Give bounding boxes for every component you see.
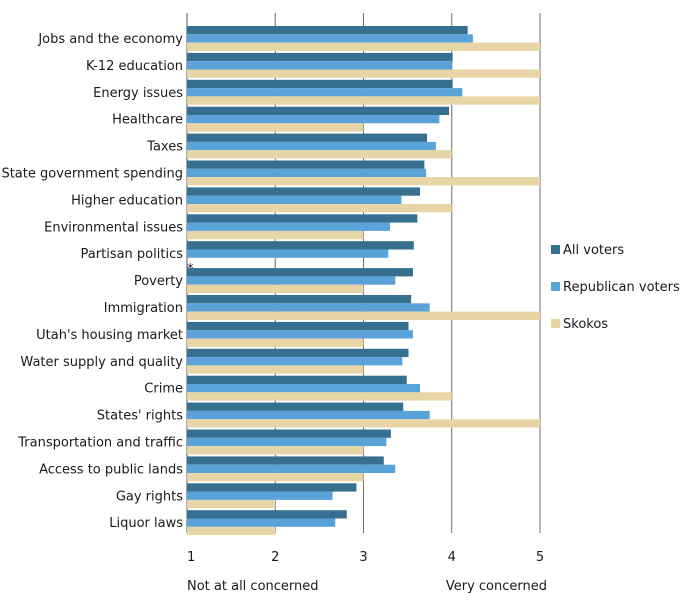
x-tick-label: 3: [359, 550, 367, 565]
bar: [187, 42, 540, 51]
category-label: Crime: [144, 382, 183, 397]
bar: [187, 510, 347, 519]
category-labels: Jobs and the economy K-12 education Energy…: [1, 32, 183, 531]
category-label: State government spending: [1, 166, 183, 181]
bar: [187, 526, 276, 536]
bar: [187, 187, 420, 196]
legend-swatch: [551, 282, 560, 291]
bar: [187, 160, 425, 169]
category-label: Gay rights: [116, 489, 183, 504]
bar: [187, 410, 430, 420]
legend-label: Skokos: [563, 317, 608, 332]
bar: [187, 150, 452, 159]
legend: All voters Republican voters Skokos: [551, 243, 680, 332]
category-label: Partisan politics: [81, 247, 184, 262]
bar: [187, 473, 364, 482]
bar: [187, 61, 452, 70]
bar: [187, 195, 402, 204]
bars: *: [187, 26, 540, 536]
bar: [187, 123, 364, 132]
bar: [187, 249, 389, 258]
bar: [187, 311, 540, 320]
bar: [187, 79, 453, 89]
bar: [187, 483, 357, 492]
category-label: Utah's housing market: [36, 328, 183, 343]
bar: [187, 375, 407, 384]
category-label: Jobs and the economy: [37, 32, 183, 47]
bar: [187, 295, 412, 304]
bar: [187, 168, 427, 178]
category-label: Environmental issues: [44, 220, 183, 235]
bar: [187, 348, 409, 358]
bar: [187, 384, 420, 393]
category-label: K-12 education: [86, 59, 183, 74]
bar: [187, 52, 453, 62]
bar: [187, 106, 450, 115]
x-axis-ticks: 1 2 3 4 5: [187, 550, 544, 565]
bar: [187, 133, 428, 142]
bar: [187, 456, 384, 465]
bar: [187, 518, 336, 527]
bar: [187, 276, 396, 285]
category-label: Liquor laws: [109, 516, 183, 531]
bar: [187, 230, 364, 240]
x-axis-high-caption: Very concerned: [446, 579, 547, 594]
bar: [187, 303, 430, 312]
bar: [187, 34, 473, 43]
bar: [187, 321, 409, 331]
bar: [187, 26, 468, 35]
legend-swatch: [551, 245, 560, 254]
category-label: Transportation and traffic: [17, 435, 183, 450]
category-label: Higher education: [71, 193, 183, 208]
x-tick-label: 2: [271, 550, 279, 565]
category-label: Access to public lands: [39, 462, 183, 477]
bar: [187, 437, 387, 447]
category-label: Energy issues: [93, 86, 183, 101]
legend-label: All voters: [563, 243, 624, 258]
legend-label: Republican voters: [563, 280, 680, 295]
category-label: Healthcare: [112, 113, 183, 128]
category-label: Immigration: [104, 301, 183, 316]
x-axis-low-caption: Not at all concerned: [187, 579, 319, 594]
x-tick-label: 1: [187, 550, 195, 565]
bar: [187, 330, 413, 339]
legend-swatch: [551, 319, 560, 328]
bar: [187, 241, 414, 250]
bar: [187, 491, 333, 500]
bar: [187, 268, 413, 277]
bar: [187, 499, 276, 509]
bar: [187, 88, 463, 97]
bar: [187, 141, 436, 151]
bar: [187, 115, 440, 124]
bar: [187, 357, 403, 366]
bar: [187, 446, 364, 455]
category-label: Taxes: [146, 140, 183, 155]
bar: [187, 204, 452, 213]
bar: [187, 419, 540, 428]
x-tick-label: 5: [536, 550, 544, 565]
x-tick-label: 4: [448, 550, 456, 565]
bar: [187, 402, 404, 411]
category-label: Poverty: [134, 274, 183, 289]
bar: [187, 222, 390, 231]
bar: [187, 69, 540, 78]
category-label: States' rights: [97, 409, 183, 424]
bar: [187, 464, 396, 473]
bar: [187, 177, 540, 186]
bar: [187, 96, 540, 105]
bar: [187, 365, 364, 374]
bar: [187, 429, 391, 438]
bar: [187, 392, 452, 401]
bar: [187, 284, 364, 293]
bar: [187, 214, 418, 223]
bar: [187, 338, 364, 347]
category-label: Water supply and quality: [20, 355, 183, 370]
